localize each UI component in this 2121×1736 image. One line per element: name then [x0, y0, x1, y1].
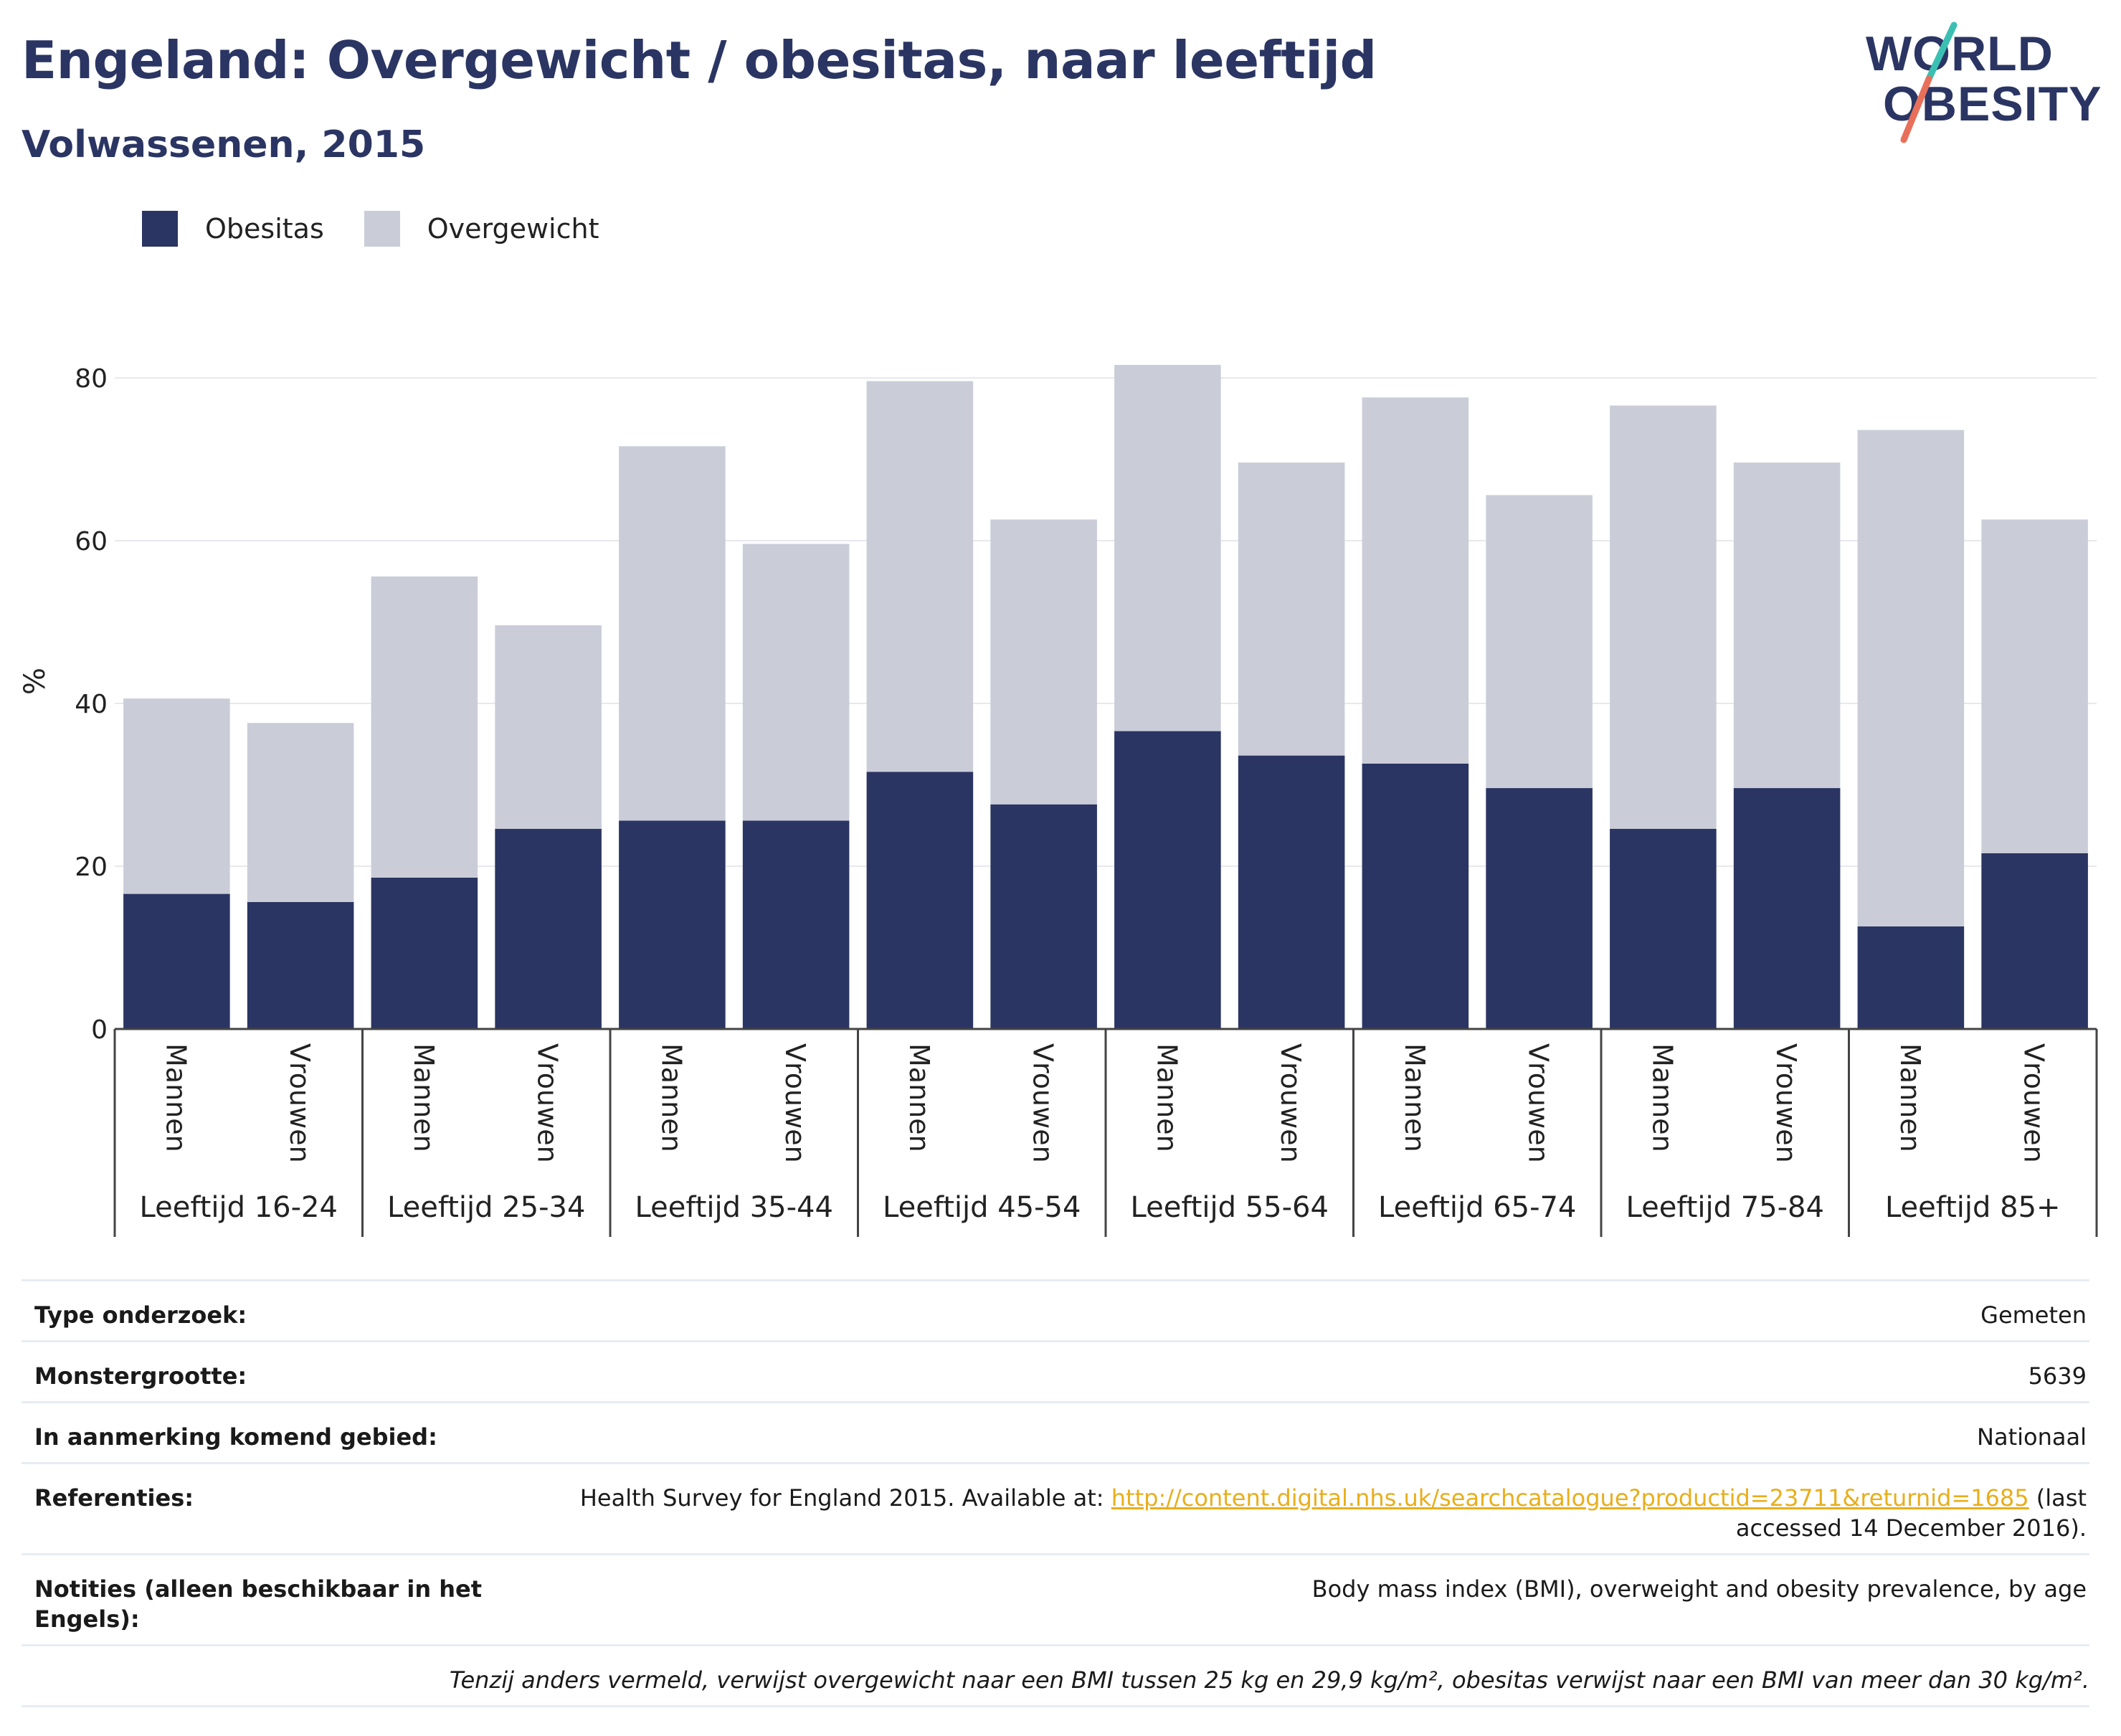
- x-tick-label: Mannen: [1894, 1043, 1926, 1152]
- bar-overgewicht: [371, 576, 478, 878]
- bar-obesitas: [1362, 763, 1469, 1029]
- legend-swatch-overgewicht: [364, 211, 400, 247]
- bar-obesitas: [123, 893, 230, 1029]
- meta-row-survey-type: Type onderzoek: Gemeten: [22, 1279, 2089, 1340]
- meta-value: Gemeten: [1980, 1301, 2087, 1329]
- meta-row-notes: Notities (alleen beschikbaar in het Enge…: [22, 1553, 2089, 1644]
- world-obesity-logo: WORLD OBESITY: [1866, 22, 2101, 143]
- stacked-bar-chart: 0 20 40 60 80% Mannen Vrouwen Mannen Vrouwen Mann…: [19, 364, 2098, 1237]
- meta-value: 5639: [2028, 1362, 2087, 1390]
- bar-obesitas: [1486, 788, 1593, 1029]
- group-label: Leeftijd 85+: [1885, 1191, 2061, 1224]
- y-tick-label: 0: [91, 1015, 108, 1045]
- meta-row-footnote: Tenzij anders vermeld, verwijst overgewi…: [22, 1644, 2089, 1707]
- meta-row-sample-size: Monstergrootte: 5639: [22, 1340, 2089, 1401]
- meta-label: Notities (alleen beschikbaar in het Enge…: [34, 1575, 483, 1633]
- bar-overgewicht: [1114, 364, 1221, 731]
- bar-overgewicht: [123, 698, 230, 894]
- bar-overgewicht: [1733, 463, 1841, 789]
- meta-value: Body mass index (BMI), overweight and ob…: [1311, 1575, 2087, 1603]
- group-label: Leeftijd 55-64: [1131, 1191, 1329, 1224]
- x-tick-label: Vrouwen: [1770, 1043, 1802, 1163]
- bar-overgewicht: [866, 381, 974, 772]
- logo-slash-bottom: [1900, 75, 1932, 143]
- legend-item-obesitas[interactable]: Obesitas: [142, 211, 324, 247]
- bar-obesitas: [742, 820, 850, 1029]
- logo-word-world: WORLD: [1866, 27, 2054, 81]
- bar-overgewicht: [1610, 405, 1717, 829]
- chart-subtitle: Volwassenen, 2015: [22, 123, 426, 166]
- x-tick-label: Vrouwen: [532, 1043, 564, 1163]
- legend-item-overgewicht[interactable]: Overgewicht: [364, 211, 599, 247]
- meta-row-references: Referenties: Health Survey for England 2…: [22, 1462, 2089, 1553]
- bar-obesitas: [1610, 828, 1717, 1029]
- x-tick-label: Mannen: [1646, 1043, 1678, 1152]
- meta-label: Referenties:: [34, 1484, 194, 1512]
- references-text: Health Survey for England 2015. Availabl…: [579, 1484, 1111, 1512]
- bar-obesitas: [371, 877, 478, 1029]
- meta-label: Type onderzoek:: [34, 1301, 247, 1329]
- x-tick-label: Mannen: [408, 1043, 440, 1152]
- bar-overgewicht: [1486, 495, 1593, 789]
- chart-legend: Obesitas Overgewicht: [142, 211, 640, 247]
- legend-label-obesitas: Obesitas: [205, 213, 324, 245]
- x-tick-label: Mannen: [160, 1043, 191, 1152]
- x-tick-label: Vrouwen: [1028, 1043, 1059, 1163]
- bar-obesitas: [247, 901, 354, 1029]
- group-label: Leeftijd 75-84: [1626, 1191, 1824, 1224]
- bar-overgewicht: [619, 446, 726, 821]
- logo-slash-top: [1925, 22, 1958, 82]
- group-label: Leeftijd 25-34: [387, 1191, 585, 1224]
- survey-metadata-table: Type onderzoek: Gemeten Monstergrootte: …: [22, 1279, 2089, 1707]
- y-tick-label: 40: [75, 690, 108, 719]
- bar-overgewicht: [742, 544, 850, 821]
- bar-overgewicht: [247, 723, 354, 902]
- meta-value: Nationaal: [1977, 1423, 2087, 1451]
- x-tick-label: Vrouwen: [1523, 1043, 1555, 1163]
- x-tick-label: Vrouwen: [1275, 1043, 1306, 1163]
- x-tick-label: Vrouwen: [284, 1043, 315, 1163]
- bar-obesitas: [1238, 755, 1345, 1029]
- x-tick-label: Vrouwen: [779, 1043, 811, 1163]
- reference-link[interactable]: http://content.digital.nhs.uk/searchcata…: [1111, 1484, 2029, 1512]
- bar-obesitas: [1733, 788, 1841, 1029]
- y-tick-label: 60: [75, 527, 108, 556]
- bar-overgewicht: [1238, 463, 1345, 756]
- bar-obesitas: [619, 820, 726, 1029]
- x-tick-label: Mannen: [903, 1043, 935, 1152]
- bar-obesitas: [990, 804, 1097, 1029]
- group-label: Leeftijd 65-74: [1378, 1191, 1576, 1224]
- x-tick-label: Mannen: [1151, 1043, 1182, 1152]
- group-label: Leeftijd 35-44: [635, 1191, 833, 1224]
- legend-label-overgewicht: Overgewicht: [427, 213, 599, 245]
- bar-overgewicht: [1362, 397, 1469, 764]
- bar-overgewicht: [495, 625, 602, 829]
- x-tick-label: Mannen: [655, 1043, 687, 1152]
- group-label: Leeftijd 45-54: [883, 1191, 1081, 1224]
- bar-overgewicht: [1981, 519, 2088, 853]
- bar-obesitas: [1857, 926, 1965, 1029]
- bar-obesitas: [866, 772, 974, 1029]
- meta-row-area: In aanmerking komend gebied: Nationaal: [22, 1401, 2089, 1462]
- legend-swatch-obesitas: [142, 211, 178, 247]
- x-tick-label: Vrouwen: [2018, 1043, 2050, 1163]
- chart-title: Engeland: Overgewicht / obesitas, naar l…: [22, 30, 1377, 90]
- bar-overgewicht: [990, 519, 1097, 805]
- meta-label: In aanmerking komend gebied:: [34, 1423, 437, 1451]
- bar-obesitas: [1114, 731, 1221, 1029]
- y-axis-label: %: [19, 668, 52, 695]
- x-tick-label: Mannen: [1399, 1043, 1430, 1152]
- bar-obesitas: [495, 828, 602, 1029]
- references-accessed: (last accessed 14 December 2016).: [1735, 1484, 2087, 1542]
- y-tick-label: 20: [75, 853, 108, 882]
- references-value: Health Survey for England 2015. Availabl…: [493, 1483, 2089, 1543]
- footnote: Tenzij anders vermeld, verwijst overgewi…: [449, 1666, 2089, 1694]
- bar-overgewicht: [1857, 430, 1965, 926]
- bar-obesitas: [1981, 853, 2088, 1029]
- meta-label: Monstergrootte:: [34, 1362, 247, 1390]
- y-tick-label: 80: [75, 364, 108, 394]
- group-label: Leeftijd 16-24: [140, 1191, 338, 1224]
